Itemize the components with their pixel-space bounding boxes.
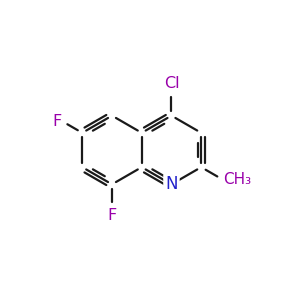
Text: F: F	[53, 114, 62, 129]
Text: N: N	[165, 175, 178, 193]
Text: CH₃: CH₃	[223, 172, 251, 187]
Text: Cl: Cl	[164, 76, 179, 91]
Text: F: F	[107, 208, 117, 223]
